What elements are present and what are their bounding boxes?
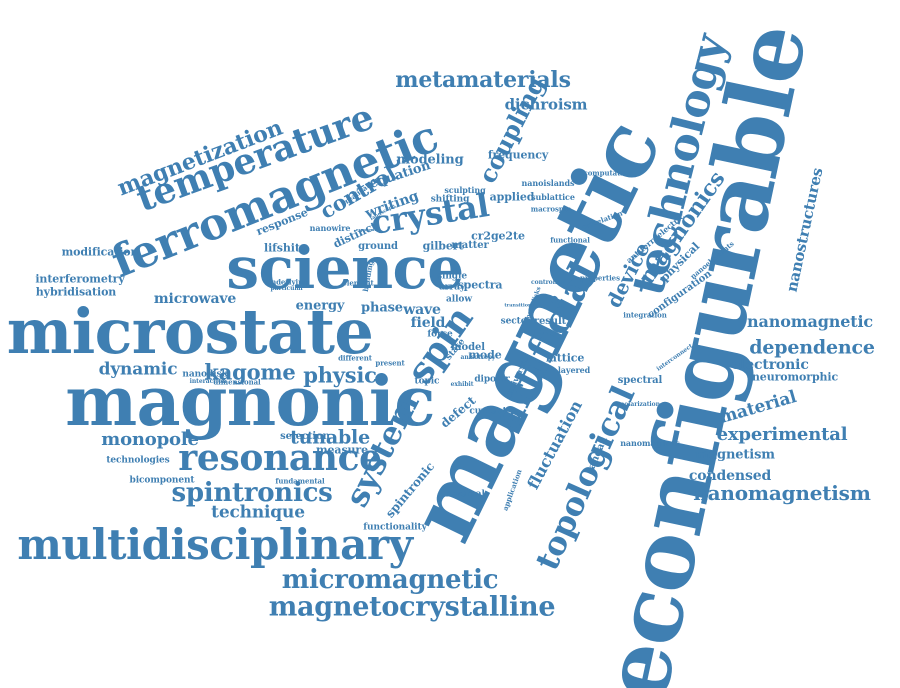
word: magnonic [65, 362, 435, 442]
word: transition [504, 302, 532, 309]
word: interaction [189, 378, 227, 385]
word: anisotropy [460, 354, 496, 361]
word: interferometry [35, 272, 125, 286]
word: experimental [716, 424, 848, 445]
word: applied [489, 190, 535, 204]
word: dependence [749, 336, 875, 359]
word: dimensional [213, 377, 261, 387]
word: modeling [396, 152, 464, 168]
word: computation [583, 168, 633, 178]
word: monopole [101, 429, 199, 450]
word: mode [468, 348, 502, 362]
word: technologies [106, 455, 170, 466]
word: element [342, 278, 374, 288]
word: present [375, 358, 405, 368]
word: spectral [617, 375, 663, 386]
word: resonance [178, 437, 382, 479]
word: sector [500, 316, 532, 327]
word: science [226, 234, 464, 302]
word: dynamic [98, 359, 178, 380]
word: selection [280, 431, 330, 442]
word: magnetocrystalline [268, 591, 556, 623]
word: nanomagnets [620, 438, 680, 448]
word: dichroism [504, 95, 588, 114]
word: macrospin [530, 204, 572, 214]
word: topic [414, 376, 440, 387]
word: microwave [153, 291, 237, 307]
word: allow [446, 294, 472, 305]
word: spectra [457, 278, 503, 292]
word: fundamental [275, 476, 325, 486]
word: field [410, 315, 446, 331]
word: multidisciplinary [17, 520, 413, 569]
word: neuromorphic [751, 370, 839, 384]
word: reversal [445, 489, 485, 500]
word: layered [557, 365, 591, 375]
word: metamaterials [395, 67, 571, 93]
word: different [338, 353, 372, 363]
word: nanowire [309, 223, 351, 233]
word: kagome [204, 359, 296, 385]
word: energy [295, 298, 345, 314]
word: micromagnetic [281, 565, 499, 595]
word: bicomponent [129, 475, 195, 486]
word: nanodisk [182, 369, 228, 380]
word: functionality [363, 522, 427, 533]
word: result [533, 316, 567, 327]
word: particular [270, 285, 304, 292]
word: nanomagnetic [747, 312, 873, 331]
word: ground [358, 241, 398, 252]
word: condensed [688, 468, 772, 484]
word: underlying [266, 277, 308, 287]
word: lifshitz [264, 241, 306, 255]
word: wave [403, 302, 441, 318]
word: tunable [290, 426, 370, 449]
word: phase [361, 300, 403, 316]
word: sublattice [531, 192, 575, 202]
word: controlled [531, 279, 565, 286]
word: magnetism [695, 447, 775, 463]
word: sculpting [444, 185, 486, 195]
word: technique [211, 502, 305, 523]
word: model [451, 342, 485, 353]
word: measure [316, 443, 368, 457]
word: force [427, 329, 453, 340]
word: properties [580, 273, 620, 283]
word: spintronics [171, 478, 333, 508]
word: lattice [545, 351, 585, 365]
word: nanomagnetism [693, 481, 871, 505]
word: dipolar [474, 374, 510, 385]
word: single [437, 271, 467, 282]
word: modification [61, 245, 139, 259]
word: polarization [620, 401, 660, 408]
word: functional [550, 235, 590, 245]
word: integration [623, 310, 667, 320]
word: exhibit [450, 381, 474, 388]
word: exponent [355, 227, 377, 232]
word: frequency [487, 148, 549, 162]
word: cr2ge2te [471, 229, 525, 243]
word: gilbert [422, 239, 464, 253]
word: nanoislands [521, 178, 575, 188]
word: matter [451, 240, 489, 251]
word: electronic [731, 357, 809, 373]
word: microstate [6, 295, 374, 368]
word: array [439, 282, 465, 293]
word: shifting [430, 194, 470, 205]
word: physic [303, 362, 377, 388]
word: hybridisation [35, 285, 117, 299]
word: current [469, 406, 507, 417]
